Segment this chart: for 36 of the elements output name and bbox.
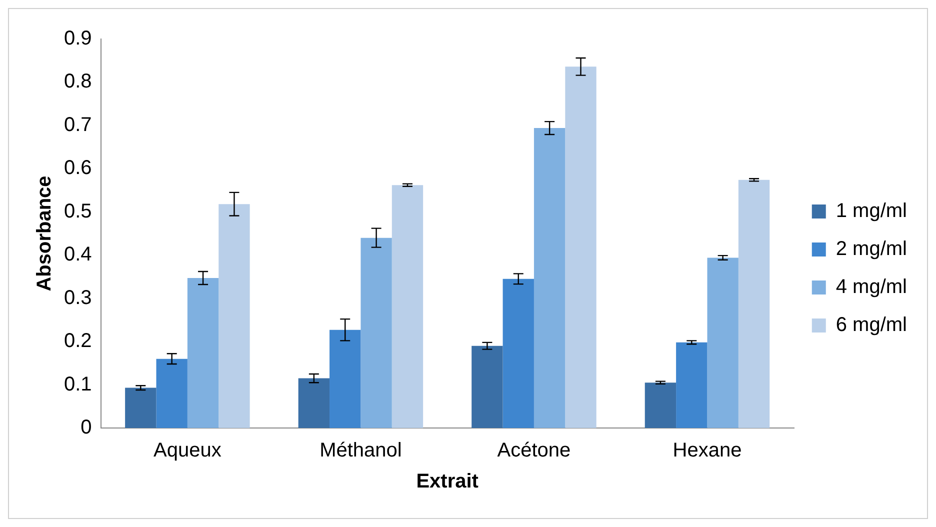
y-tick-label: 0 (80, 416, 92, 439)
y-tick-label: 0.7 (64, 114, 92, 136)
x-tick-label: Méthanol (320, 440, 402, 462)
y-axis-title: Absorbance (34, 176, 56, 292)
legend-label: 4 mg/ml (836, 276, 907, 298)
bar (187, 278, 219, 428)
bar (360, 238, 392, 428)
legend-label: 1 mg/ml (836, 200, 907, 222)
bar (298, 378, 330, 428)
x-tick-label: Acétone (497, 440, 571, 462)
bar (534, 128, 566, 428)
y-tick-label: 0.9 (64, 28, 92, 50)
bar (330, 330, 361, 428)
bar (125, 388, 156, 428)
y-tick-label: 0.6 (64, 157, 92, 180)
y-tick-label: 0.3 (64, 286, 92, 309)
x-tick-label: Hexane (672, 440, 742, 462)
bar (707, 258, 738, 428)
bar (644, 382, 676, 428)
bar (392, 185, 424, 428)
bar (218, 204, 250, 428)
legend-label: 2 mg/ml (836, 238, 907, 260)
bar (738, 180, 770, 428)
x-axis-title: Extrait (416, 470, 479, 493)
y-tick-label: 0.8 (64, 70, 92, 93)
y-tick-label: 0.5 (64, 200, 92, 222)
bar (472, 346, 503, 428)
x-tick-label: Aqueux (154, 440, 222, 462)
bar (156, 358, 188, 428)
bar (502, 278, 534, 428)
y-tick-label: 0.4 (64, 244, 92, 266)
bar (565, 66, 596, 428)
bar (676, 342, 708, 428)
legend-label: 6 mg/ml (836, 314, 907, 336)
y-tick-label: 0.1 (64, 373, 92, 396)
y-tick-label: 0.2 (64, 330, 92, 352)
